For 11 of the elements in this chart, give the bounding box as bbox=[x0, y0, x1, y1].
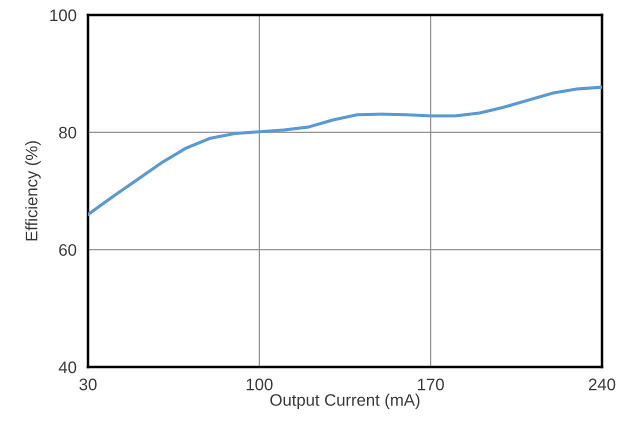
line-series bbox=[88, 86, 602, 216]
x-tick-label: 170 bbox=[418, 378, 444, 390]
x-axis-title: Output Current (mA) bbox=[270, 394, 420, 410]
x-tick-label: 240 bbox=[588, 378, 616, 390]
x-tick-label: 30 bbox=[79, 378, 97, 390]
y-tick-label: 40 bbox=[58, 361, 76, 374]
y-tick-label: 60 bbox=[59, 244, 76, 256]
x-tick-label: 100 bbox=[246, 378, 273, 390]
y-tick-label: 80 bbox=[59, 126, 76, 139]
y-axis-title: Efficiency (%) bbox=[25, 141, 41, 240]
y-tick-label: 100 bbox=[50, 9, 76, 22]
